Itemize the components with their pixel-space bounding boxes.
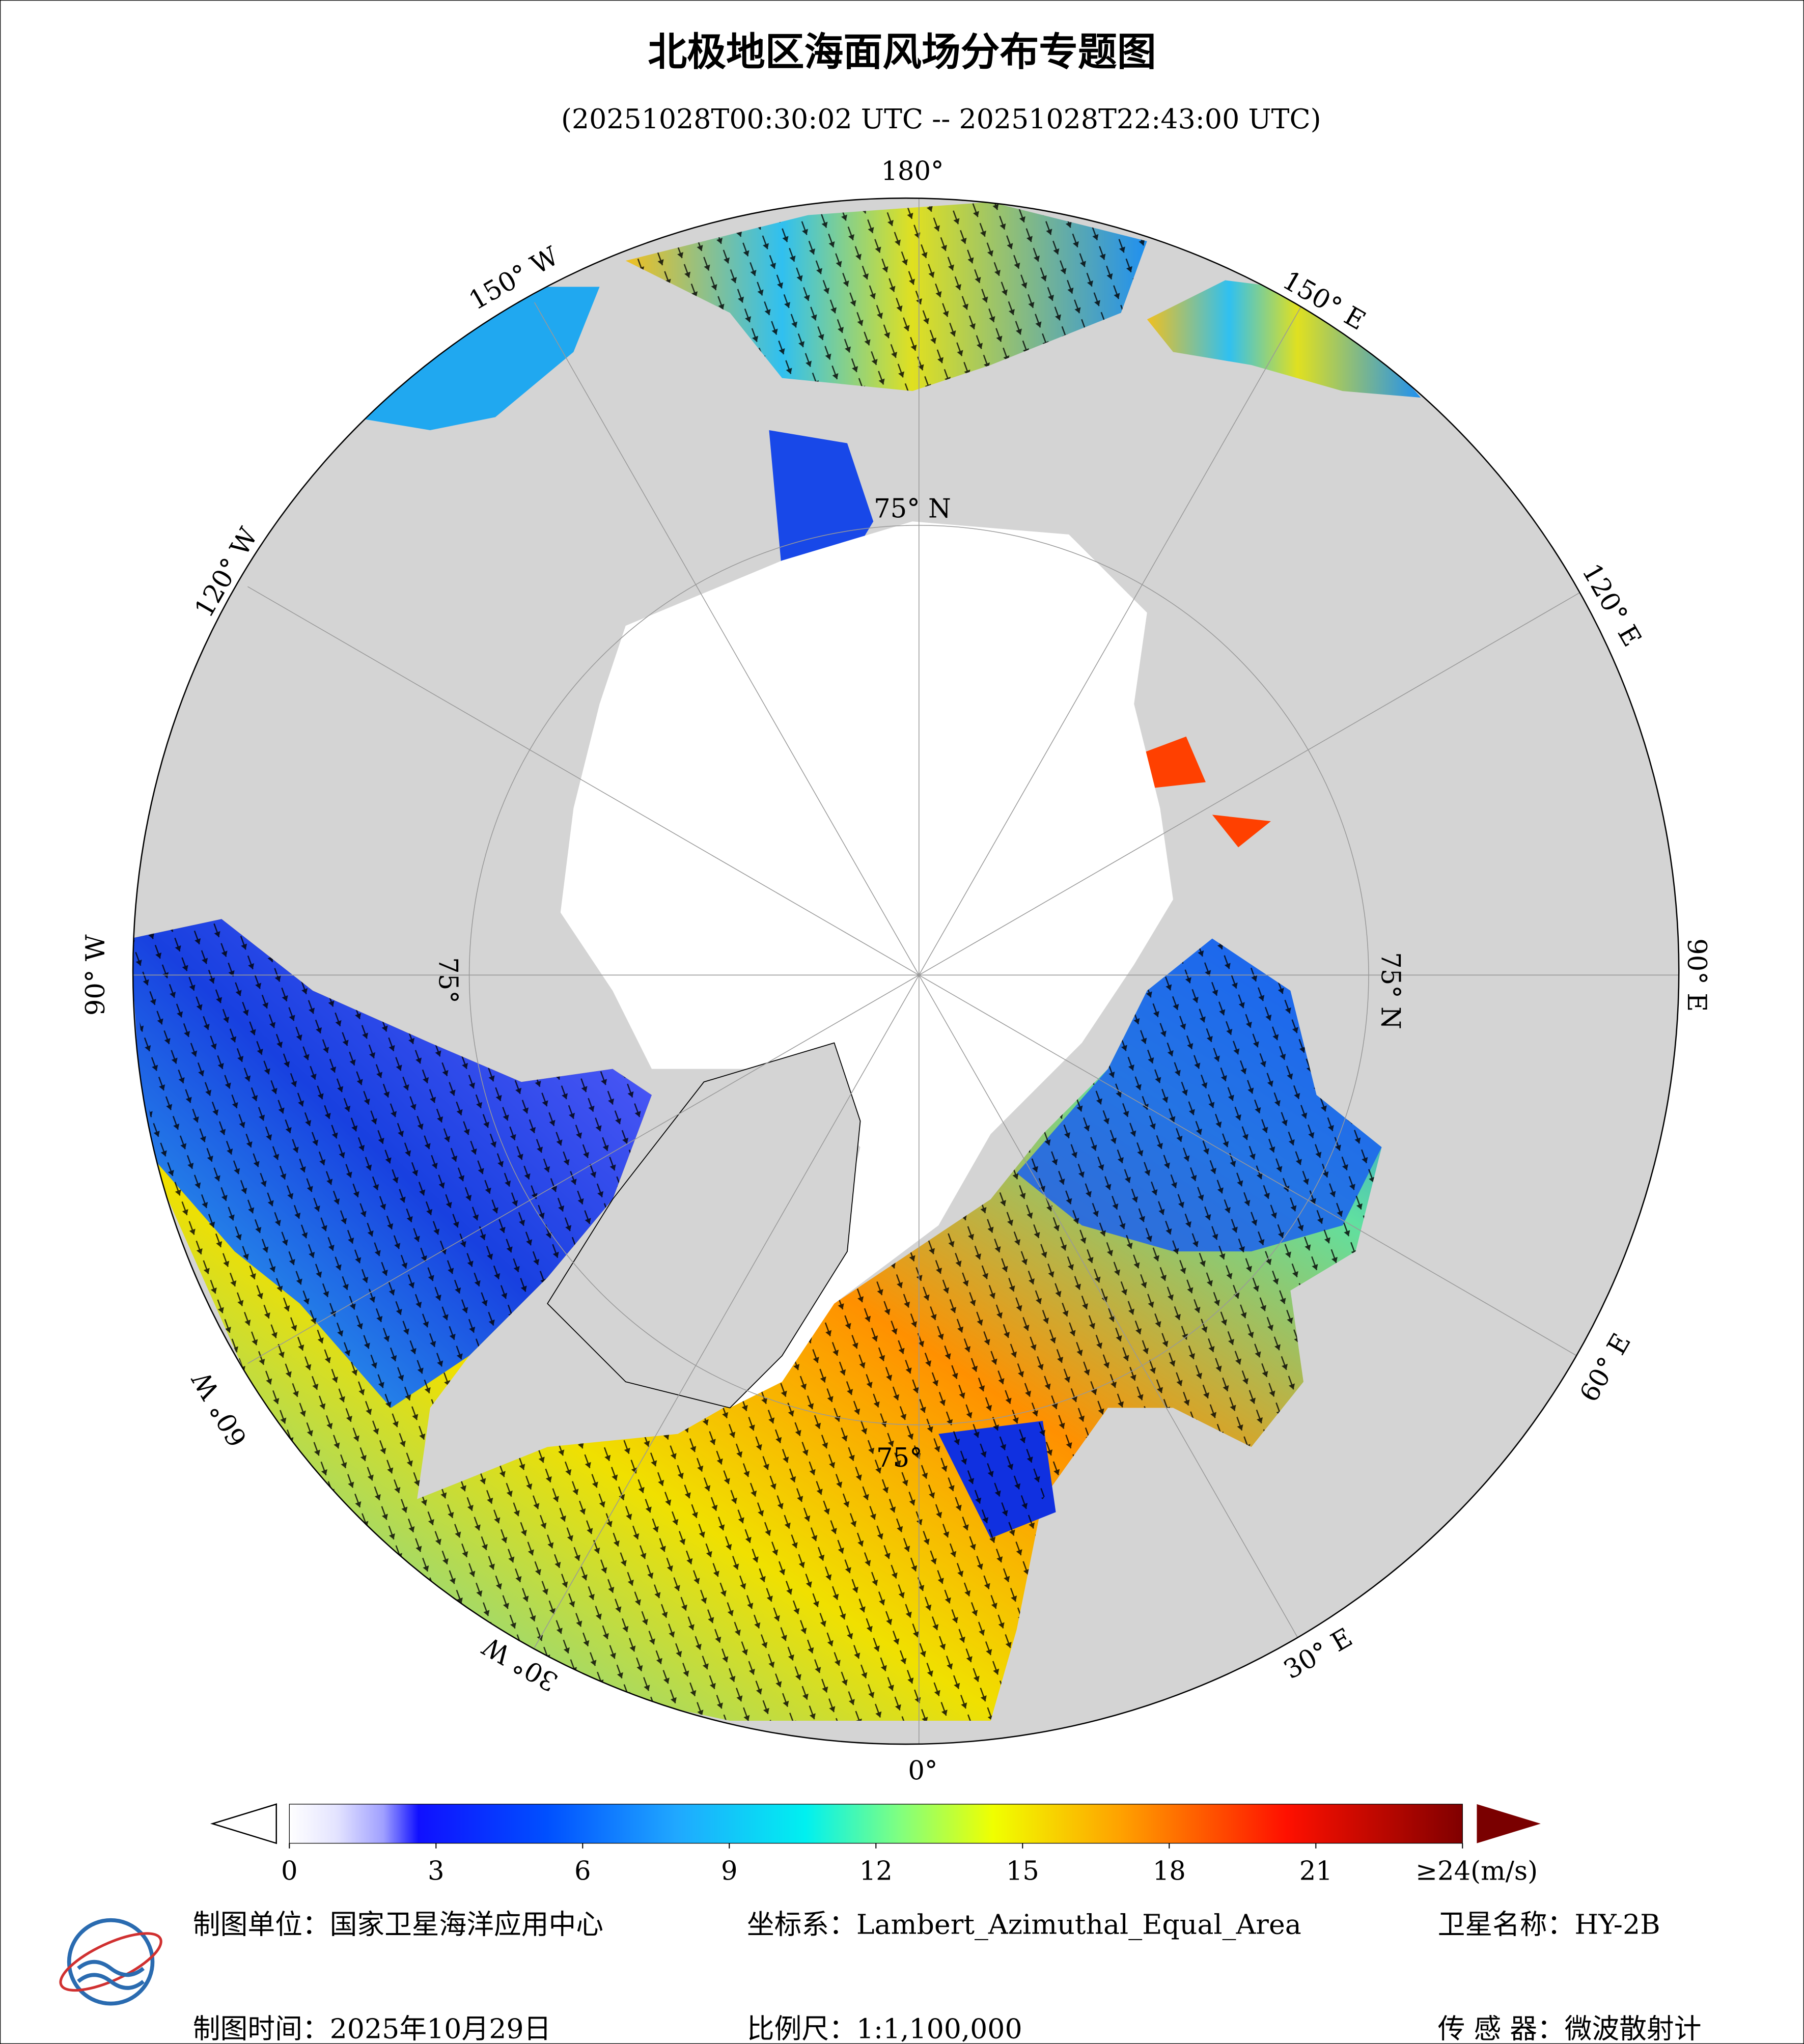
colorbar: 0 3 6 9 12 15 18 21 ≥24(m/s) <box>210 1803 1541 1887</box>
map-body <box>133 198 1679 1745</box>
longitude-label: 0° <box>908 1755 937 1786</box>
longitude-label: 180° <box>881 156 943 187</box>
colorbar-tick-label: 15 <box>1006 1856 1039 1887</box>
colorbar-tick-label: 12 <box>859 1856 893 1887</box>
footer-date: 制图时间：2025年10月29日 <box>193 2012 551 2044</box>
colorbar-tick-label: 9 <box>721 1856 738 1887</box>
longitude-label: 90° E <box>1681 938 1712 1012</box>
latitude-label: 75° N <box>1375 952 1405 1029</box>
latitude-label: 75° <box>433 957 463 1003</box>
footer-projection: 坐标系：Lambert_Azimuthal_Equal_Area <box>747 1909 1301 1941</box>
footer-satellite: 卫星名称：HY-2B <box>1438 1909 1660 1941</box>
map-title: 北极地区海面风场分布专题图 <box>648 30 1156 75</box>
colorbar-tick-label: 6 <box>574 1856 591 1887</box>
colorbar-tick-label: 18 <box>1153 1856 1186 1887</box>
wind-arrows <box>133 202 1382 1721</box>
latitude-label: 75° N <box>874 494 951 524</box>
colorbar-tick-label: ≥24(m/s) <box>1416 1856 1538 1887</box>
map-border <box>132 197 1680 1745</box>
graticule <box>133 198 1679 1745</box>
colorbar-under <box>210 1803 277 1844</box>
footer-sensor: 传 感 器：微波散射计 <box>1438 2012 1702 2044</box>
map-subtitle: (20251028T00:30:02 UTC -- 20251028T22:43… <box>561 103 1321 135</box>
logo <box>59 1918 162 2006</box>
sea-ice <box>560 521 1173 1408</box>
footer-unit: 制图单位：国家卫星海洋应用中心 <box>193 1909 603 1941</box>
colorbar-tick-label: 21 <box>1299 1856 1333 1887</box>
latitude-label: 75° <box>876 1443 923 1473</box>
colorbar-gradient <box>289 1804 1463 1844</box>
longitude-label: 90° W <box>80 934 111 1016</box>
footer-scale: 比例尺：1:1,100,000 <box>747 2012 1022 2044</box>
wind-field-okhotsk <box>1147 280 1421 398</box>
wind-field-alaska <box>352 287 600 430</box>
colorbar-tick-label: 3 <box>428 1856 445 1887</box>
greenland <box>547 1042 861 1409</box>
colorbar-over <box>1477 1804 1541 1843</box>
colorbar-tick-label: 0 <box>281 1856 298 1887</box>
